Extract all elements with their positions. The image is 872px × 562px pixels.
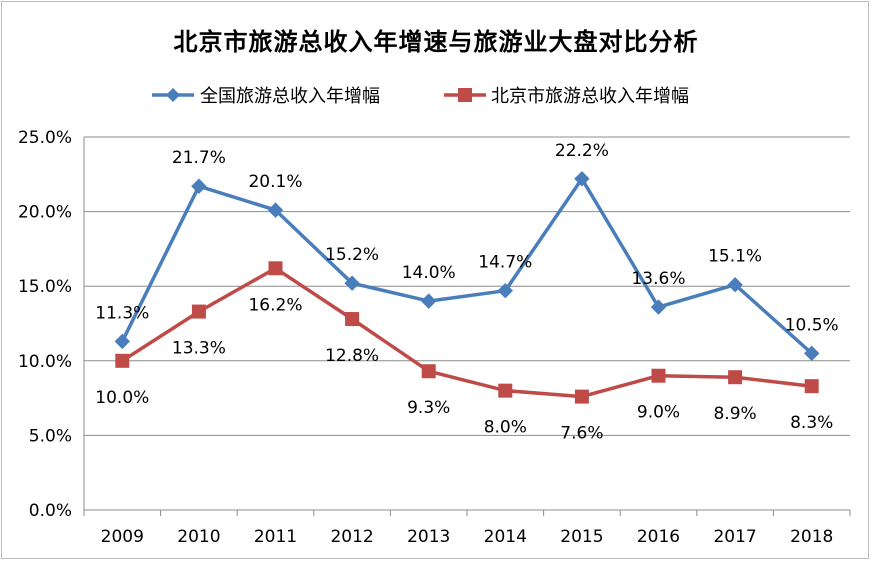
legend-square-icon <box>458 88 472 102</box>
data-label: 14.0% <box>402 263 456 283</box>
x-tick-label: 2010 <box>177 527 220 547</box>
data-label: 20.1% <box>248 172 302 192</box>
x-tick-label: 2014 <box>484 527 527 547</box>
x-tick-label: 2017 <box>713 527 756 547</box>
y-tick-label: 25.0% <box>18 128 72 148</box>
data-label: 13.3% <box>172 339 226 359</box>
series-1-point-2015 <box>574 171 590 187</box>
data-label: 8.0% <box>484 418 527 438</box>
series-2-point-2015 <box>574 389 589 404</box>
series-2-point-2012 <box>345 312 360 327</box>
series-2-point-2010 <box>191 304 206 319</box>
series-line-1 <box>120 177 813 355</box>
data-label: 8.9% <box>713 404 756 424</box>
x-tick-label: 2018 <box>790 527 833 547</box>
data-label: 15.2% <box>325 245 379 265</box>
chart-title: 北京市旅游总收入年增速与旅游业大盘对比分析 <box>173 28 699 56</box>
data-label: 10.5% <box>785 315 839 335</box>
data-label: 21.7% <box>172 148 226 168</box>
y-tick-label: 15.0% <box>18 277 72 297</box>
x-tick-label: 2009 <box>101 527 144 547</box>
x-tick-label: 2015 <box>560 527 603 547</box>
data-label: 12.8% <box>325 346 379 366</box>
series-1-point-2018 <box>803 345 820 362</box>
series-2-point-2017 <box>728 370 743 385</box>
series-2-point-2009 <box>115 353 130 368</box>
y-tick-label: 10.0% <box>18 352 72 372</box>
series-1-point-2009 <box>114 333 131 350</box>
data-label: 15.1% <box>708 247 762 267</box>
series-2-point-2014 <box>498 383 513 398</box>
data-label: 8.3% <box>790 413 833 433</box>
data-label: 9.0% <box>637 403 680 423</box>
y-tick-label: 0.0% <box>29 501 72 521</box>
data-label: 9.3% <box>407 398 450 418</box>
legend-label-1: 全国旅游总收入年增幅 <box>200 86 380 107</box>
x-tick-label: 2012 <box>330 527 373 547</box>
series-1-point-2017 <box>727 277 743 293</box>
series-1-point-2011 <box>267 202 284 218</box>
series-group <box>114 171 820 404</box>
data-label: 10.0% <box>95 388 149 408</box>
series-1-point-2012 <box>344 275 360 291</box>
x-tick-label: 2013 <box>407 527 450 547</box>
data-label: 13.6% <box>631 269 685 289</box>
series-2-point-2018 <box>804 379 819 394</box>
series-1-point-2010 <box>191 178 207 194</box>
data-label: 7.6% <box>560 424 603 444</box>
gridlines <box>84 136 850 511</box>
data-labels: 11.3% 21.7% 20.1% 15.2% 14.0% 14.7% 22.2% 13.6%… <box>95 141 838 444</box>
series-2-point-2011 <box>268 261 283 276</box>
x-tick-label: 2016 <box>637 527 680 547</box>
data-label: 11.3% <box>95 303 149 323</box>
legend-diamond-icon <box>166 88 180 102</box>
data-label: 22.2% <box>555 141 609 161</box>
y-tick-label: 20.0% <box>18 203 72 223</box>
data-label: 14.7% <box>478 253 532 273</box>
series-2-point-2013 <box>421 364 436 379</box>
x-tick-label: 2011 <box>254 527 297 547</box>
legend-label-2: 北京市旅游总收入年增幅 <box>491 86 689 107</box>
data-label: 16.2% <box>248 295 302 315</box>
series-line-2 <box>121 266 812 399</box>
axes: 0.0% 5.0% 10.0% 15.0% 20.0% 25.0% 2009 2010 2011… <box>18 128 851 547</box>
series-1-point-2013 <box>420 293 437 309</box>
y-tick-label: 5.0% <box>29 426 72 446</box>
legend: 全国旅游总收入年增幅 北京市旅游总收入年增幅 <box>152 86 689 107</box>
series-2-point-2016 <box>651 368 666 383</box>
series-1-point-2016 <box>650 299 667 315</box>
series-1-point-2014 <box>497 282 514 299</box>
